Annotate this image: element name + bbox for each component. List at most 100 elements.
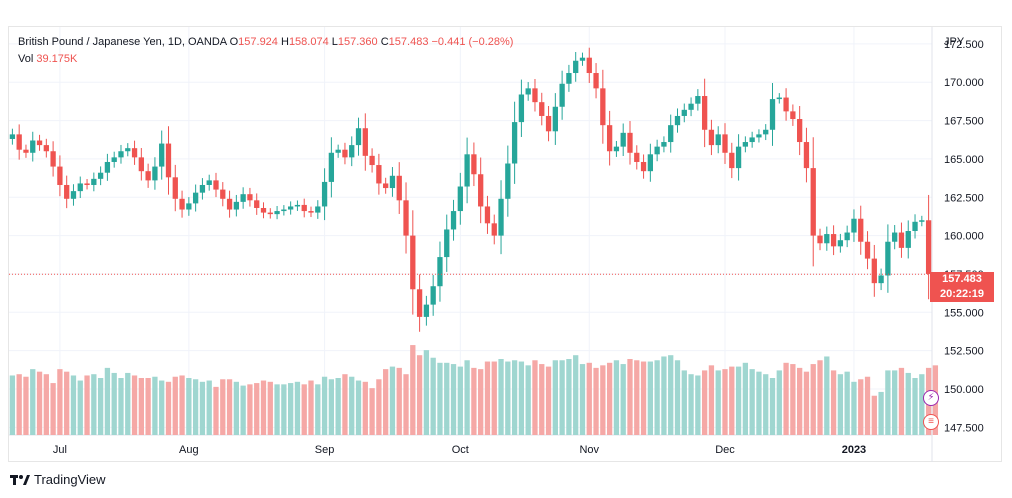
low-value: 157.360 [337,36,378,48]
volume-bar [186,378,192,435]
candle-body [566,73,572,84]
volume-bar [260,380,267,435]
candle-body [722,134,728,153]
volume-bar [851,381,857,435]
candle-body [545,115,552,132]
volume-bar [837,374,844,435]
candle-body [240,194,246,202]
candle-body [640,161,647,172]
candle-body [260,207,267,213]
volume-bar [315,384,321,435]
volume-bar [389,366,396,435]
candle-body [450,211,457,230]
volume-bar [152,376,158,435]
candle-body [118,151,124,158]
volume-bar [9,375,16,435]
candle-body [23,149,29,153]
x-tick-label: Jul [53,444,67,456]
volume-bar [735,366,742,435]
candle-body [627,132,633,153]
candle-body [9,134,16,139]
lightning-icon[interactable]: ⚡ [923,390,939,406]
candle-body [586,57,592,74]
candle-body [668,125,674,143]
tradingview-brand[interactable]: TradingView [10,472,106,487]
candle-body [294,204,301,207]
volume-bar [199,381,206,435]
volume-bar [885,370,891,435]
volume-bar [288,383,294,435]
y-tick-label: 150.000 [944,384,984,396]
candle-body [97,172,104,179]
candle-body [91,178,97,185]
candle-body [864,241,871,259]
candle-body [444,229,450,258]
volume-bar [294,381,301,435]
volume-bar [457,366,463,435]
candle-body [776,97,782,100]
candle-body [355,128,362,146]
volume-bar [586,362,592,435]
candle-body [30,140,36,153]
close-label: C [380,36,389,48]
candle-body [362,128,368,156]
volume-bar [559,360,565,435]
symbol-name[interactable]: British Pound / Japanese Yen, 1D, OANDA [18,36,227,48]
volume-bar [491,361,497,435]
volume-bar [627,359,633,435]
volume-bar [763,374,769,435]
ohlc-legend: British Pound / Japanese Yen, 1D, OANDA … [18,36,513,48]
volume-bar [688,374,694,435]
volume-bar [593,367,599,435]
volume-bar [23,376,29,435]
volume-bar [437,362,443,435]
candle-body [634,152,640,162]
high-label: H [280,36,289,48]
candle-body [186,203,192,210]
volume-bar [769,378,776,435]
volume-bar [722,369,728,435]
candle-body [661,142,667,147]
brand-name: TradingView [34,472,106,487]
volume-bar [640,361,647,435]
volume-bar [50,383,56,435]
candle-body [281,209,287,212]
candle-body [383,183,389,189]
volume-bar [111,372,117,435]
candle-body [905,231,911,248]
volume-bar [36,371,43,435]
volume-legend: Vol 39.175K [18,53,77,65]
volume-bar [484,361,491,435]
volume-bar [131,375,138,435]
volume-bar [172,376,178,435]
candle-body [328,152,335,182]
volume-bar [342,374,348,435]
volume-bar [159,380,165,435]
candle-body [858,218,864,242]
candle-body [518,94,525,123]
candle-body [376,165,382,184]
last-price-value: 157.483 [942,273,982,285]
x-tick-label: Sep [315,444,335,456]
dividends-icon[interactable]: ≡ [923,414,939,430]
candle-body [729,152,735,169]
volume-bar [64,371,70,435]
candle-body [573,60,579,74]
volume-bar [681,370,687,435]
candle-body [620,132,626,147]
volume-bar [898,367,905,435]
close-value: 157.483 [388,36,429,48]
volume-bar [824,356,830,435]
volume-label[interactable]: Vol [18,53,34,65]
volume-bar [369,388,375,435]
volume-bar [810,364,816,435]
candle-body [892,232,898,242]
candle-body [416,289,423,317]
volume-bar [274,384,280,435]
volume-bar [919,374,925,435]
currency-label: JPY [944,36,965,48]
volume-bar [233,381,240,435]
candle-body [369,155,375,166]
candle-body [579,57,586,61]
